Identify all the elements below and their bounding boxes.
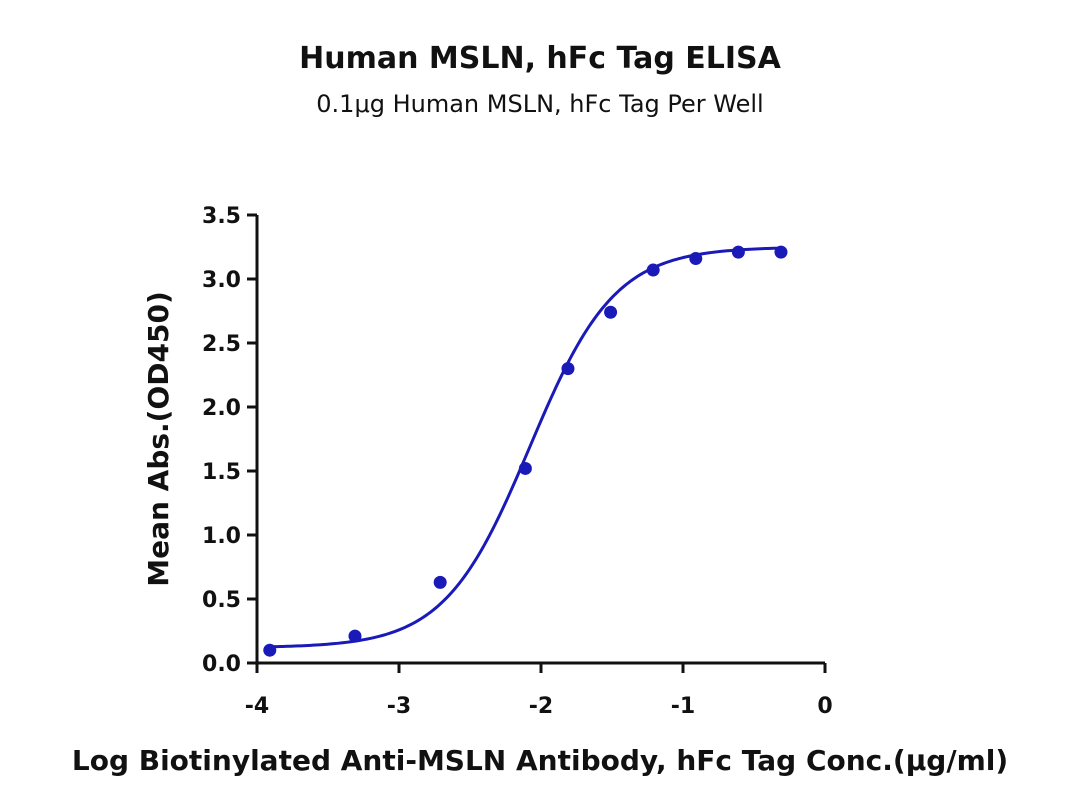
x-tick-label: -4 [245,694,269,719]
fit-curve [269,246,782,649]
y-tick-label: 3.0 [202,268,241,293]
x-axis: -4 -3 -2 -1 0 [245,661,833,719]
y-tick-label: 0.5 [202,588,241,613]
data-point [433,575,447,589]
plot-area [263,245,788,657]
x-tick-label: -1 [671,694,695,719]
data-point [731,245,745,259]
data-point [774,245,788,259]
y-tick-label: 3.5 [202,204,241,229]
y-tick-label: 1.5 [202,460,241,485]
y-tick-label: 2.5 [202,332,241,357]
data-point [348,629,362,643]
y-tick-label: 1.0 [202,524,241,549]
data-point [646,263,660,277]
x-tick-label: 0 [817,694,832,719]
x-axis-label: Log Biotinylated Anti-MSLN Antibody, hFc… [72,744,1008,777]
y-axis: 0.0 0.5 1.0 1.5 2.0 2.5 3.0 3.5 [202,204,259,677]
data-point [604,305,618,319]
data-point [518,461,532,475]
y-axis-label: Mean Abs.(OD450) [142,291,175,587]
data-point [689,252,703,266]
chart-title: Human MSLN, hFc Tag ELISA [299,41,782,76]
data-point [263,643,277,657]
data-point [561,362,575,376]
y-tick-label: 2.0 [202,396,241,421]
y-tick-label: 0.0 [202,652,241,677]
x-tick-label: -3 [387,694,411,719]
x-tick-label: -2 [529,694,553,719]
chart-subtitle: 0.1μg Human MSLN, hFc Tag Per Well [316,90,763,118]
